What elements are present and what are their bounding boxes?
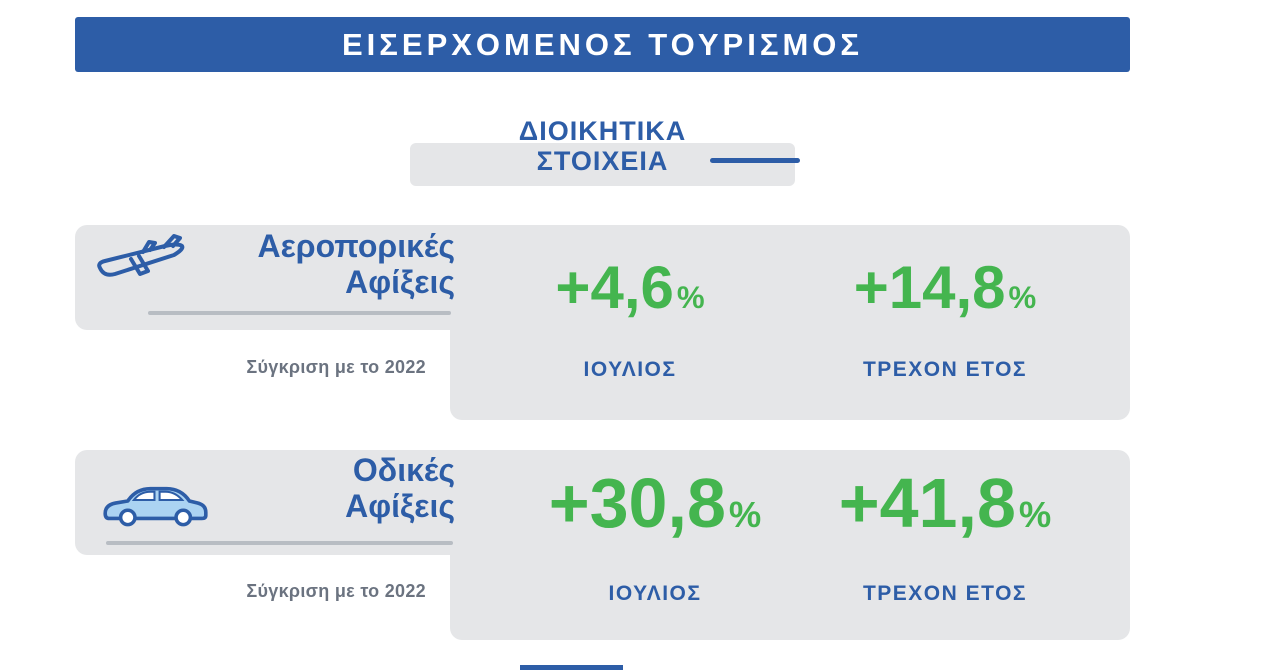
comparison-note: Σύγκριση με το 2022 [246, 581, 426, 601]
card-title-line1: Οδικές [352, 452, 455, 488]
stat-number: +41,8 [838, 464, 1016, 542]
card-stats-panel [450, 225, 1130, 420]
percent-sign: % [676, 280, 705, 315]
comparison-note: Σύγκριση με το 2022 [246, 357, 426, 377]
stat-current-year: +41,8% ΤΡΕΧΟΝ ΕΤΟΣ [790, 468, 1100, 606]
card-title-line2: Αφίξεις [345, 488, 455, 524]
card-stats-panel [450, 450, 1130, 640]
bottom-accent-bar [520, 665, 623, 670]
title-underline [106, 541, 453, 545]
stat-label: ΙΟΥΛΙΟΣ [583, 358, 677, 381]
stat-number: +4,6 [555, 254, 674, 321]
card-title-line2: Αφίξεις [345, 264, 455, 300]
title-underline [148, 311, 451, 315]
stat-value: +14,8% [854, 258, 1037, 318]
card-title-line1: Αεροπορικές [257, 228, 455, 264]
percent-sign: % [1018, 494, 1052, 535]
stat-label: ΤΡΕΧΟΝ ΕΤΟΣ [862, 358, 1028, 381]
airplane-icon [95, 233, 195, 297]
card-title: Οδικές Αφίξεις [180, 452, 455, 524]
percent-sign: % [728, 494, 762, 535]
page-title: ΕΙΣΕΡΧΟΜΕΝΟΣ ΤΟΥΡΙΣΜΟΣ [342, 26, 863, 62]
stat-july: +4,6% ΙΟΥΛΙΟΣ [480, 258, 780, 382]
percent-sign: % [1008, 280, 1037, 315]
page-title-banner: ΕΙΣΕΡΧΟΜΕΝΟΣ ΤΟΥΡΙΣΜΟΣ [75, 17, 1130, 72]
stat-current-year: +14,8% ΤΡΕΧΟΝ ΕΤΟΣ [795, 258, 1095, 382]
stat-number: +30,8 [548, 464, 726, 542]
stat-value: +41,8% [839, 468, 1051, 538]
stat-value: +30,8% [549, 468, 761, 538]
section-underline [710, 158, 800, 163]
car-icon [98, 473, 213, 529]
stat-july: +30,8% ΙΟΥΛΙΟΣ [495, 468, 815, 606]
card-title: Αεροπορικές Αφίξεις [180, 228, 455, 300]
stat-value: +4,6% [555, 258, 704, 318]
section-label-pill [410, 143, 795, 186]
stat-label: ΤΡΕΧΟΝ ΕΤΟΣ [862, 582, 1028, 605]
stat-number: +14,8 [853, 254, 1006, 321]
section-title: ΔΙΟΙΚΗΤΙΚΑ ΣΤΟΙΧΕΙΑ [410, 116, 795, 176]
stat-label: ΙΟΥΛΙΟΣ [608, 582, 702, 605]
section-title-line1: ΔΙΟΙΚΗΤΙΚΑ [518, 116, 687, 146]
section-title-line2: ΣΤΟΙΧΕΙΑ [536, 146, 669, 176]
